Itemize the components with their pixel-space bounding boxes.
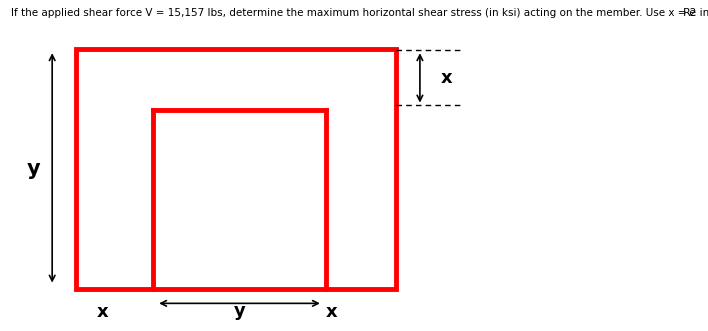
Text: Re: Re <box>683 8 697 18</box>
Text: x: x <box>440 69 452 87</box>
Text: x: x <box>97 303 108 321</box>
Text: y: y <box>27 159 40 179</box>
Text: y: y <box>234 303 246 320</box>
Text: If the applied shear force V = 15,157 lbs, determine the maximum horizontal shea: If the applied shear force V = 15,157 lb… <box>11 8 708 18</box>
Text: x: x <box>326 303 338 321</box>
